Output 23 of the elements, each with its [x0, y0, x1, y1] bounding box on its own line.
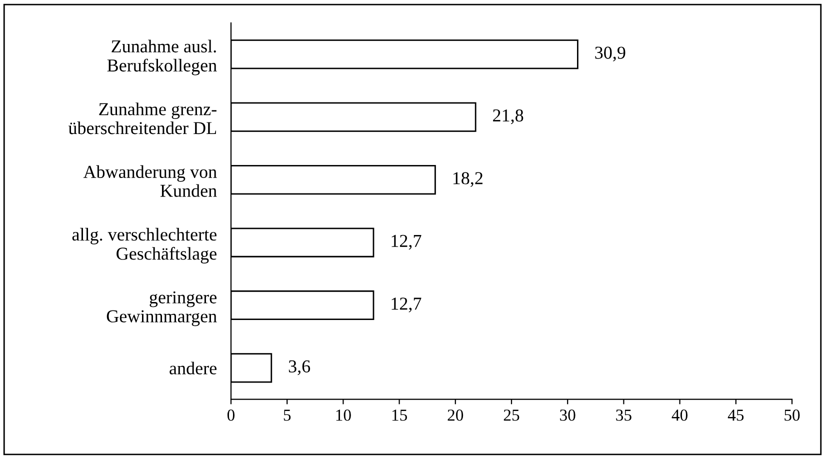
y-tick-label: geringere Gewinnmargen	[106, 291, 217, 326]
y-tick-label: Abwanderung von Kunden	[83, 165, 217, 197]
x-tick-label: 40	[672, 410, 688, 421]
data-label: 12,7	[392, 234, 422, 250]
data-label: 30,9	[595, 46, 626, 62]
x-tick-label: 5	[284, 410, 291, 421]
x-tick-label: 30	[560, 410, 576, 421]
x-tick-label: 50	[784, 410, 800, 421]
x-tick-label: 10	[336, 410, 351, 421]
x-tick-label: 0	[227, 410, 235, 421]
x-tick-label: 35	[616, 410, 632, 421]
y-tick-label: Zunahme ausl. Berufskollegen	[107, 40, 217, 76]
data-label: 18,2	[453, 172, 482, 187]
y-tick-label: andere	[170, 362, 216, 374]
y-tick-label: Zunahme grenz- überschreitender DL	[68, 102, 216, 134]
x-tick-label: 15	[392, 410, 407, 421]
x-tick-label: 20	[448, 410, 464, 421]
y-tick-label: allg. verschlechterte Geschäftslage	[72, 228, 216, 264]
x-tick-label: 45	[728, 410, 744, 421]
data-label: 3,6	[288, 360, 310, 376]
data-label: 12,7	[392, 298, 422, 312]
x-tick-label: 25	[504, 410, 520, 421]
data-label: 21,8	[493, 109, 524, 124]
